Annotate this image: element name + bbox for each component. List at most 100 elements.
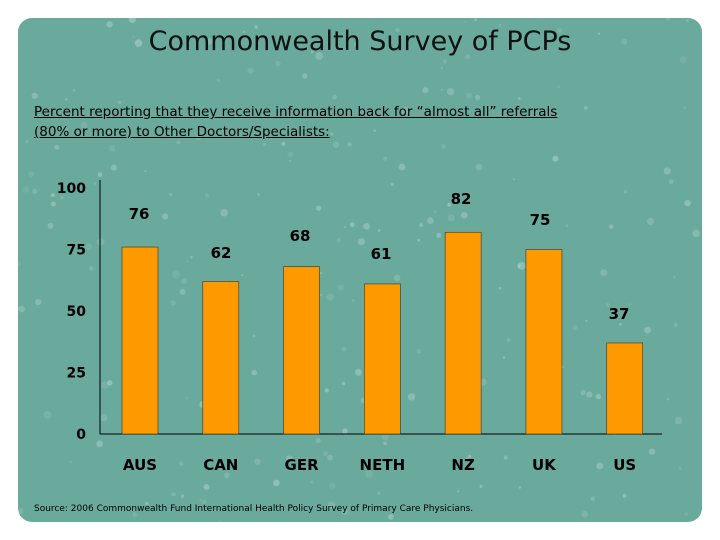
background-dot: [315, 52, 323, 60]
background-dot: [590, 496, 595, 501]
background-dot: [310, 50, 314, 54]
background-dot: [320, 293, 323, 296]
category-label: UK: [532, 456, 557, 474]
background-dot: [552, 155, 559, 162]
background-dot: [357, 238, 366, 246]
background-dot: [332, 94, 337, 100]
background-dot: [673, 276, 676, 279]
background-dot: [456, 490, 460, 493]
background-dot: [565, 224, 569, 227]
background-dot: [190, 255, 193, 259]
background-dot: [442, 59, 447, 64]
background-dot: [101, 381, 109, 389]
background-dot: [395, 28, 400, 33]
y-tick-label: 25: [67, 366, 86, 382]
background-dot: [684, 512, 689, 516]
background-dot: [673, 323, 678, 327]
background-dot: [170, 300, 176, 306]
background-dot: [393, 274, 401, 282]
background-dot: [330, 132, 334, 136]
background-dot: [447, 88, 455, 96]
background-dot: [220, 209, 228, 217]
background-dot: [60, 195, 64, 199]
background-dot: [354, 42, 358, 46]
background-dot: [416, 348, 422, 354]
background-dot: [302, 73, 308, 79]
background-dot: [85, 243, 92, 250]
background-dot: [185, 397, 189, 400]
background-dot: [206, 38, 213, 45]
background-dot: [447, 214, 455, 222]
background-dot: [417, 239, 421, 242]
chart-subtitle: Percent reporting that they receive info…: [34, 102, 694, 142]
background-dot: [96, 238, 105, 246]
background-dot: [329, 482, 336, 489]
background-dot: [97, 172, 103, 177]
data-label: 75: [530, 211, 551, 229]
background-dot: [257, 193, 260, 196]
category-label: AUS: [123, 456, 157, 474]
background-dot: [692, 229, 701, 238]
background-dot: [134, 39, 143, 47]
background-dot: [377, 492, 381, 495]
background-dot: [99, 414, 108, 422]
background-dot: [596, 462, 604, 470]
background-dot: [145, 501, 149, 506]
background-dot: [465, 54, 471, 60]
background-dot: [605, 303, 610, 307]
category-label: GER: [285, 456, 320, 474]
background-dot: [398, 163, 406, 171]
background-dot: [241, 274, 244, 277]
background-dot: [218, 520, 221, 522]
subtitle-line-2: (80% or more) to Other Doctors/Specialis…: [34, 124, 330, 140]
y-tick-label: 75: [67, 243, 86, 259]
background-dot: [186, 260, 189, 263]
background-dot: [286, 455, 293, 462]
background-dot: [93, 182, 97, 185]
background-dot: [327, 454, 333, 461]
background-dot: [628, 303, 631, 306]
background-dot: [179, 288, 186, 295]
background-dot: [106, 380, 113, 386]
background-dot: [162, 213, 169, 220]
background-dot: [108, 128, 114, 134]
data-label: 76: [129, 205, 150, 223]
data-label: 68: [290, 227, 311, 245]
background-dot: [352, 299, 355, 302]
background-dot: [586, 391, 593, 398]
background-dot: [195, 134, 202, 141]
background-dot: [320, 272, 323, 275]
background-dot: [323, 451, 329, 456]
background-dot: [373, 129, 377, 132]
background-dot: [377, 229, 381, 232]
background-dot: [441, 144, 447, 149]
background-dot: [498, 24, 502, 27]
background-dot: [169, 192, 173, 197]
background-dot: [622, 493, 627, 498]
background-dot: [316, 205, 322, 211]
background-dot: [69, 460, 72, 464]
background-dot: [117, 100, 122, 105]
background-dot: [336, 238, 341, 243]
background-dot: [475, 163, 483, 171]
background-dot: [292, 128, 298, 133]
background-dot: [440, 88, 443, 91]
data-label: 82: [451, 190, 472, 208]
background-dot: [31, 92, 38, 99]
background-dot: [18, 305, 25, 313]
background-dot: [347, 142, 352, 147]
background-dot: [275, 61, 281, 67]
background-dot: [440, 66, 444, 70]
background-dot: [106, 21, 113, 28]
background-dot: [506, 338, 511, 342]
background-dot: [598, 32, 601, 35]
background-dot: [468, 454, 472, 458]
background-dot: [390, 183, 394, 186]
background-dot: [585, 319, 588, 322]
background-dot: [47, 222, 54, 229]
data-label: 37: [609, 305, 630, 323]
background-dot: [363, 223, 371, 230]
background-dot: [247, 67, 254, 74]
background-dot: [224, 472, 230, 479]
